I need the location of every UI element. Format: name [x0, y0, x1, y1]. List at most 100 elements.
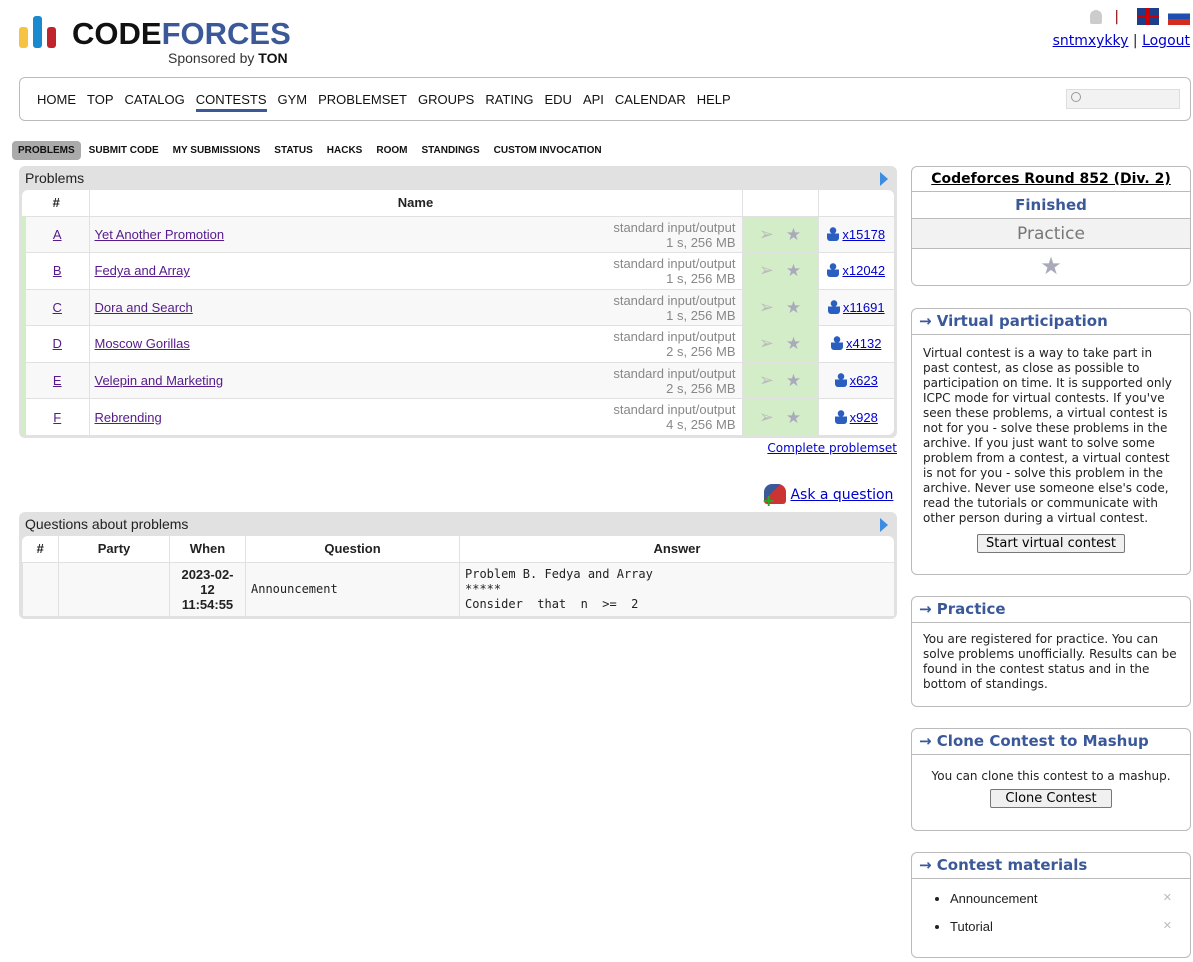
subtab-problems[interactable]: PROBLEMS	[12, 141, 81, 160]
subtab-my-submissions[interactable]: MY SUBMISSIONS	[172, 145, 261, 156]
problem-id-link[interactable]: D	[52, 336, 62, 352]
contest-subtabs: PROBLEMS SUBMIT CODE MY SUBMISSIONS STATUS H…	[12, 141, 608, 161]
problem-name-link[interactable]: Rebrending	[94, 409, 162, 425]
nav-catalog[interactable]: CATALOG	[124, 92, 185, 107]
problem-id-link[interactable]: A	[52, 226, 62, 242]
logo-text: CODEFORCES	[72, 16, 291, 51]
problem-name-link[interactable]: Fedya and Array	[94, 263, 190, 279]
submit-icon[interactable]: ➢	[758, 223, 774, 244]
solved-count-link[interactable]: x12042	[842, 263, 886, 279]
notification-bell-icon[interactable]	[1089, 9, 1102, 24]
nav-top[interactable]: TOP	[87, 92, 114, 107]
search-input[interactable]	[1066, 89, 1180, 109]
submit-icon[interactable]: ➢	[758, 260, 774, 281]
favourite-star-icon[interactable]: ★	[785, 407, 802, 427]
problem-id-link[interactable]: F	[53, 409, 62, 425]
problem-id-link[interactable]: C	[52, 299, 62, 315]
problem-id-link[interactable]: B	[52, 263, 62, 279]
solved-count-link[interactable]: x4132	[846, 336, 882, 352]
practice-box: → Practice You are registered for practi…	[911, 596, 1191, 707]
problem-row: B Fedya and Array standard input/output 1 …	[22, 252, 894, 289]
ask-question-icon[interactable]: +	[762, 484, 786, 509]
nav-edu[interactable]: EDU	[544, 92, 572, 107]
subtab-custom-invocation[interactable]: CUSTOM INVOCATION	[493, 145, 602, 156]
problem-name-link[interactable]: Moscow Gorillas	[94, 336, 190, 352]
problem-row: A Yet Another Promotion standard input/ou…	[22, 215, 894, 253]
solved-count-link[interactable]: x623	[849, 372, 878, 388]
logout-link[interactable]: Logout	[1142, 33, 1190, 49]
user-icon	[827, 299, 840, 314]
close-icon[interactable]: ✕	[1162, 920, 1172, 932]
user-icon	[827, 226, 840, 241]
subtab-room[interactable]: ROOM	[376, 145, 408, 156]
problem-limits: standard input/output 4 s, 256 MB	[613, 402, 736, 432]
problem-limits: standard input/output 1 s, 256 MB	[613, 292, 736, 323]
problem-name-link[interactable]: Yet Another Promotion	[94, 226, 225, 242]
expand-arrow-icon[interactable]	[880, 172, 888, 186]
problem-id-link[interactable]: E	[52, 372, 62, 388]
virtual-text: Virtual contest is a way to take part in…	[923, 346, 1172, 525]
submit-icon[interactable]: ➢	[758, 369, 774, 390]
contest-materials-box: → Contest materials Announcement✕ Tutori…	[911, 852, 1191, 958]
subtab-submit-code[interactable]: SUBMIT CODE	[88, 145, 159, 156]
favourite-star-icon[interactable]: ★	[785, 334, 802, 354]
clone-text: You can clone this contest to a mashup.	[931, 769, 1171, 783]
material-item[interactable]: Announcement✕	[950, 891, 1190, 919]
questions-box: Questions about problems # Party When Qu…	[19, 512, 897, 619]
sponsor-text: Sponsored by TON	[168, 50, 288, 66]
col-answer: Answer	[459, 536, 894, 562]
problem-row: C Dora and Search standard input/output 1 …	[22, 288, 894, 326]
questions-title: Questions about problems	[25, 516, 189, 532]
virtual-title: → Virtual participation	[912, 309, 1190, 335]
complete-problemset-link[interactable]: Complete problemset	[767, 441, 897, 455]
problem-name-link[interactable]: Velepin and Marketing	[94, 372, 224, 388]
user-icon	[834, 409, 847, 424]
nav-home[interactable]: HOME	[37, 92, 76, 107]
logo-bars-icon	[19, 16, 63, 48]
question-party	[58, 561, 170, 616]
problem-limits: standard input/output 2 s, 256 MB	[613, 329, 736, 359]
clone-title: → Clone Contest to Mashup	[912, 729, 1190, 755]
ask-question-link[interactable]: Ask a question	[790, 487, 894, 503]
solved-count-link[interactable]: x11691	[842, 299, 885, 315]
nav-help[interactable]: HELP	[696, 92, 731, 107]
subtab-standings[interactable]: STANDINGS	[421, 145, 480, 156]
close-icon[interactable]: ✕	[1162, 892, 1172, 904]
nav-gym[interactable]: GYM	[277, 92, 308, 107]
nav-calendar[interactable]: CALENDAR	[614, 92, 686, 107]
contest-mode: Practice	[912, 219, 1190, 249]
problem-name-link[interactable]: Dora and Search	[94, 299, 193, 315]
favourite-star-icon[interactable]: ★	[785, 261, 802, 281]
favourite-star-icon[interactable]: ★	[785, 370, 802, 390]
codeforces-logo[interactable]: CODEFORCES Sponsored by TON	[19, 16, 299, 66]
favourite-star-icon[interactable]: ★	[785, 224, 802, 244]
username-link[interactable]: sntmxykky	[1052, 33, 1129, 49]
submit-icon[interactable]: ➢	[758, 406, 774, 427]
nav-api[interactable]: API	[582, 92, 604, 107]
solved-count-link[interactable]: x928	[849, 409, 878, 425]
nav-problemset[interactable]: PROBLEMSET	[318, 92, 407, 107]
nav-groups[interactable]: GROUPS	[417, 92, 475, 107]
separator: |	[1132, 33, 1138, 49]
questions-table: # Party When Question Answer 2023-02- 12 1…	[22, 536, 894, 616]
subtab-hacks[interactable]: HACKS	[326, 145, 363, 156]
submit-icon[interactable]: ➢	[758, 333, 774, 354]
problem-row: F Rebrending standard input/output 4 s, 25…	[22, 398, 894, 435]
problems-box: Problems # Name A Yet Another Promotion st…	[19, 166, 897, 438]
subtab-status[interactable]: STATUS	[274, 145, 313, 156]
expand-arrow-icon[interactable]	[880, 518, 888, 532]
english-flag-icon[interactable]	[1136, 8, 1159, 25]
contest-name-link[interactable]: Codeforces Round 852 (Div. 2)	[931, 171, 1171, 187]
virtual-participation-box: → Virtual participation Virtual contest …	[911, 308, 1191, 575]
solved-count-link[interactable]: x15178	[842, 226, 886, 242]
nav-contests[interactable]: CONTESTS	[195, 92, 267, 112]
favourite-star-icon[interactable]: ★	[785, 297, 802, 317]
start-virtual-contest-button[interactable]: Start virtual contest	[977, 534, 1125, 553]
favourite-star-icon[interactable]: ★	[1040, 252, 1062, 280]
nav-rating[interactable]: RATING	[485, 92, 534, 107]
submit-icon[interactable]: ➢	[758, 296, 774, 317]
material-item[interactable]: Tutorial✕	[950, 919, 1190, 947]
clone-contest-button[interactable]: Clone Contest	[990, 789, 1112, 808]
russian-flag-icon[interactable]	[1168, 8, 1190, 25]
problem-row: E Velepin and Marketing standard input/ou…	[22, 361, 894, 399]
